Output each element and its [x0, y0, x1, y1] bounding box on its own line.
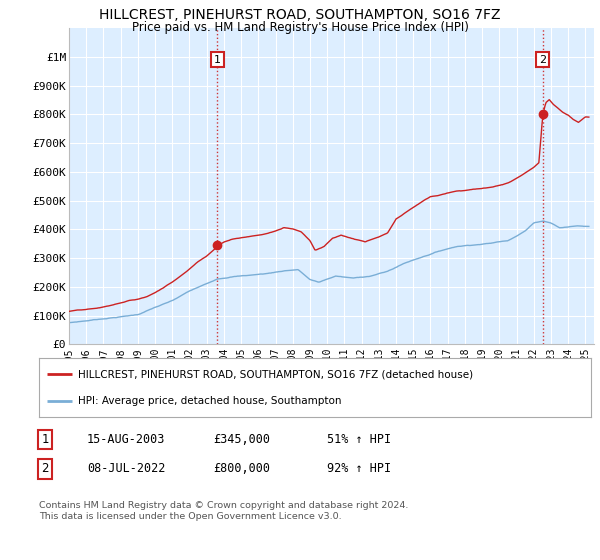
Text: 1: 1 [214, 55, 221, 64]
Text: HPI: Average price, detached house, Southampton: HPI: Average price, detached house, Sout… [77, 396, 341, 407]
Text: 2: 2 [539, 55, 546, 64]
Text: Price paid vs. HM Land Registry's House Price Index (HPI): Price paid vs. HM Land Registry's House … [131, 21, 469, 34]
Text: £800,000: £800,000 [213, 462, 270, 475]
Text: Contains HM Land Registry data © Crown copyright and database right 2024.
This d: Contains HM Land Registry data © Crown c… [39, 501, 409, 521]
Text: £345,000: £345,000 [213, 433, 270, 446]
Text: HILLCREST, PINEHURST ROAD, SOUTHAMPTON, SO16 7FZ (detached house): HILLCREST, PINEHURST ROAD, SOUTHAMPTON, … [77, 369, 473, 379]
Text: 2: 2 [41, 462, 49, 475]
Text: 08-JUL-2022: 08-JUL-2022 [87, 462, 166, 475]
Text: 15-AUG-2003: 15-AUG-2003 [87, 433, 166, 446]
Text: 51% ↑ HPI: 51% ↑ HPI [327, 433, 391, 446]
Text: 1: 1 [41, 433, 49, 446]
Text: HILLCREST, PINEHURST ROAD, SOUTHAMPTON, SO16 7FZ: HILLCREST, PINEHURST ROAD, SOUTHAMPTON, … [99, 8, 501, 22]
Text: 92% ↑ HPI: 92% ↑ HPI [327, 462, 391, 475]
